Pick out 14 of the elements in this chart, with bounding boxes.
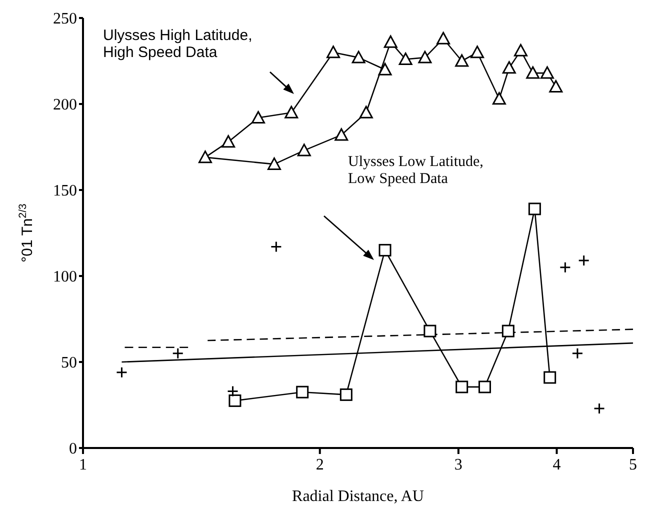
annotation: Ulysses High Latitude, High Speed Data [103,27,252,61]
x-tick-label: 1 [79,456,87,474]
y-tick-label: 150 [53,182,77,200]
x-tick-label: 3 [454,456,462,474]
y-tick-label: 50 [61,354,77,372]
x-axis-title: Radial Distance, AU [292,488,424,505]
y-tick-label: 200 [53,96,77,114]
x-tick-label: 5 [629,456,637,474]
y-tick-label: 0 [69,440,77,458]
y-tick-label: 250 [53,10,77,28]
annotation: Ulysses Low Latitude, Low Speed Data [348,154,484,187]
x-tick-label: 4 [552,456,561,474]
x-tick-label: 2 [316,456,324,474]
y-tick-label: 100 [53,268,77,286]
